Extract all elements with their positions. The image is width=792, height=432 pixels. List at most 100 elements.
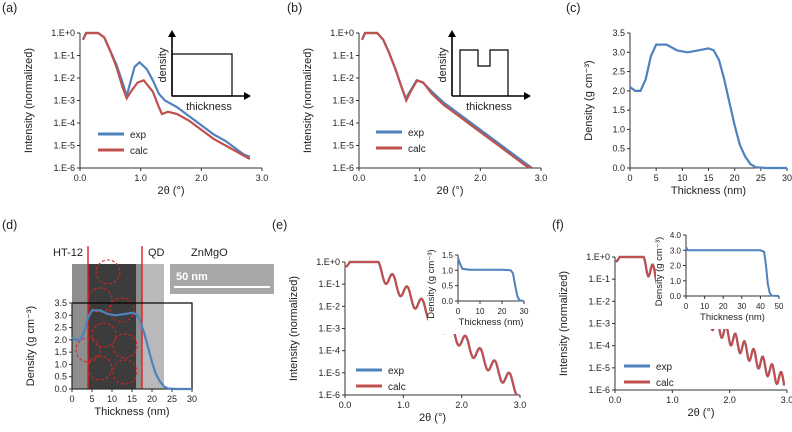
panel-label-b: (b) bbox=[287, 1, 302, 15]
x-tick-label-e: 3.0 bbox=[514, 400, 527, 410]
x-tick-label-inset-e: 0 bbox=[456, 307, 461, 316]
inset-x-label-b: thickness bbox=[466, 101, 512, 113]
density-line-d bbox=[71, 309, 192, 391]
x-axis-label-b: 2θ (°) bbox=[436, 185, 463, 197]
y-tick-label-d: 2.5 bbox=[54, 323, 67, 333]
x-tick-label-f: 2.0 bbox=[723, 395, 736, 405]
y-axis-label-a: Intensity (normalized) bbox=[23, 48, 35, 153]
density-line-c bbox=[629, 43, 787, 170]
x-axis-label-f: 2θ (°) bbox=[687, 407, 714, 419]
legend-label-exp-e: exp bbox=[388, 366, 405, 377]
y-tick-label-inset-e: 1.0 bbox=[442, 266, 454, 275]
x-tick-label-d: 25 bbox=[167, 394, 177, 404]
y-tick-label-inset-f: 2.0 bbox=[670, 262, 682, 271]
inset-x-axis-label-f: Thickness (nm) bbox=[700, 312, 765, 323]
inset-y-label-b: density bbox=[437, 47, 449, 82]
inset-y-axis-label-f: Density (g cm⁻³) bbox=[654, 237, 665, 306]
legend-label-exp-b: exp bbox=[408, 128, 425, 139]
scale-bar-label: 50 nm bbox=[176, 271, 208, 283]
y-tick-label-e: 1.E-6 bbox=[318, 390, 340, 400]
x-tick-label-inset-f: 30 bbox=[737, 302, 746, 311]
y-tick-label-a: 1.E-2 bbox=[53, 73, 75, 83]
x-tick-label-d: 20 bbox=[147, 394, 157, 404]
inset-x-label-a: thickness bbox=[186, 101, 232, 113]
inset-bg-f bbox=[656, 230, 785, 329]
panel-a: 0.0 1.0 2.0 3.0 1.E+0 1.E-1 1.E-2 1.E-3 1.E-4 1.E… bbox=[2, 1, 268, 197]
inset-x-arrowhead-a bbox=[244, 92, 251, 100]
panel-label-c: (c) bbox=[566, 1, 581, 15]
x-tick-label-inset-e: 10 bbox=[476, 307, 485, 316]
x-tick-label-e: 0.0 bbox=[339, 400, 352, 410]
legend-label-exp-f: exp bbox=[656, 362, 673, 373]
y-tick-label-b: 1.E-1 bbox=[332, 51, 354, 61]
y-tick-label-d: 3.0 bbox=[54, 310, 67, 320]
y-tick-label-c: 1.0 bbox=[612, 124, 625, 134]
x-tick-label-a: 0.0 bbox=[74, 173, 87, 183]
x-tick-label-a: 1.0 bbox=[134, 173, 147, 183]
y-tick-label-c: 0.0 bbox=[612, 163, 625, 173]
y-tick-label-a: 1.E-1 bbox=[53, 51, 75, 61]
y-tick-label-e: 1.E-3 bbox=[318, 324, 340, 334]
inset-bg-e bbox=[428, 250, 530, 334]
y-tick-label-b: 1.E+0 bbox=[330, 28, 354, 38]
y-tick-label-inset-e: 0.5 bbox=[442, 282, 454, 291]
y-tick-label-inset-e: 0.0 bbox=[442, 297, 454, 306]
panel-label-d: (d) bbox=[2, 218, 17, 232]
x-tick-label-a: 3.0 bbox=[256, 173, 269, 183]
panel-label-a: (a) bbox=[2, 1, 17, 15]
y-tick-label-e: 1.E-4 bbox=[318, 346, 340, 356]
layer-label-ht-12: HT-12 bbox=[53, 247, 83, 259]
y-tick-label-a: 1.E-6 bbox=[53, 163, 75, 173]
inset-y-arrowhead-b bbox=[448, 30, 456, 37]
inset-density-profile-b bbox=[459, 49, 509, 96]
x-tick-label-inset-f: 10 bbox=[700, 302, 709, 311]
y-tick-label-inset-f: 3.0 bbox=[670, 246, 682, 255]
layer-label-znmgo: ZnMgO bbox=[191, 247, 228, 259]
x-tick-label-f: 0.0 bbox=[609, 395, 622, 405]
panel-b: 0.0 1.0 2.0 3.0 1.E+0 1.E-1 1.E-2 1.E-3 1.E-4 1.E… bbox=[287, 1, 547, 197]
x-tick-label-inset-f: 50 bbox=[775, 302, 784, 311]
y-tick-label-f: 1.E-5 bbox=[588, 363, 610, 373]
x-tick-label-b: 0.0 bbox=[353, 173, 366, 183]
x-tick-label-inset-f: 0 bbox=[684, 302, 689, 311]
y-axis-label-d: Density (g cm⁻³) bbox=[25, 306, 37, 386]
x-tick-label-e: 1.0 bbox=[397, 400, 410, 410]
y-tick-label-e: 1.E-5 bbox=[318, 368, 340, 378]
y-tick-label-inset-f: 1.0 bbox=[670, 277, 682, 286]
inset-x-axis-label-e: Thickness (nm) bbox=[459, 317, 524, 328]
y-tick-label-b: 1.E-5 bbox=[332, 141, 354, 151]
y-tick-label-c: 3.0 bbox=[612, 47, 625, 57]
y-tick-label-d: 3.5 bbox=[54, 298, 67, 308]
inset-density-box-a bbox=[171, 53, 233, 97]
x-tick-label-a: 2.0 bbox=[195, 173, 208, 183]
y-axis-label-c: Density (g cm⁻³) bbox=[583, 60, 595, 140]
qd-circle-outline bbox=[112, 359, 138, 385]
y-tick-label-a: 1.E-4 bbox=[53, 118, 75, 128]
y-tick-label-f: 1.E-6 bbox=[588, 385, 610, 395]
y-tick-label-e: 1.E-1 bbox=[318, 279, 340, 289]
x-tick-label-c: 20 bbox=[730, 173, 740, 183]
x-tick-label-d: 10 bbox=[107, 394, 117, 404]
x-tick-label-c: 15 bbox=[703, 173, 713, 183]
legend-label-calc-b: calc bbox=[408, 144, 426, 155]
tem-znmgo-layer bbox=[142, 264, 164, 389]
series-line-calc-b bbox=[360, 31, 533, 170]
y-tick-label-c: 2.5 bbox=[612, 67, 625, 77]
x-tick-label-d: 5 bbox=[89, 394, 94, 404]
inset-x-arrowhead-b bbox=[524, 92, 531, 100]
panel-f: 0.0 1.0 2.0 3.0 1.E+0 1.E-1 1.E-2 1.E-3 1.E-4 1.E… bbox=[552, 218, 792, 419]
y-tick-label-c: 1.5 bbox=[612, 105, 625, 115]
x-axis-label-c: Thickness (nm) bbox=[671, 185, 746, 197]
x-tick-label-c: 25 bbox=[756, 173, 766, 183]
x-tick-label-b: 2.0 bbox=[474, 173, 487, 183]
panel-d: (d) 50 nm HT-12 QD ZnMgO 0 5 10 15 20 25 30 0.0 0.5 1.… bbox=[2, 218, 274, 418]
x-tick-label-d: 15 bbox=[127, 394, 137, 404]
inset-density-line-e bbox=[457, 257, 525, 302]
y-tick-label-b: 1.E-2 bbox=[332, 73, 354, 83]
y-tick-label-inset-e: 1.5 bbox=[442, 251, 454, 260]
x-tick-label-b: 3.0 bbox=[535, 173, 548, 183]
y-axis-label-f: Intensity (normalized) bbox=[558, 271, 570, 376]
inset-density-line-f bbox=[685, 246, 780, 297]
y-tick-label-b: 1.E-3 bbox=[332, 96, 354, 106]
